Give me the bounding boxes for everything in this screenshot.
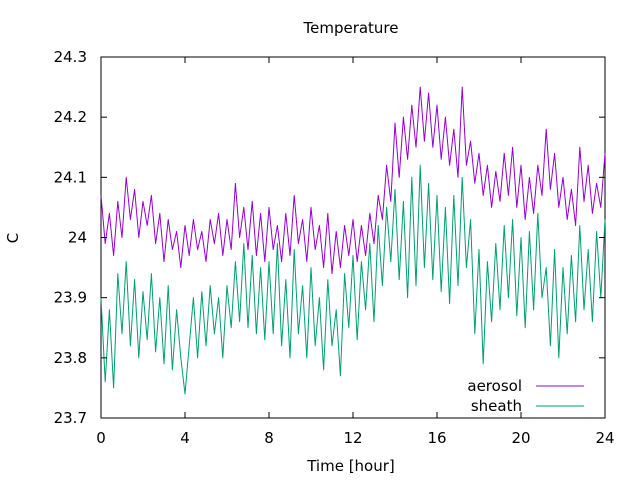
x-tick-label: 16	[427, 429, 446, 447]
x-tick-label: 24	[595, 429, 614, 447]
y-tick-label: 24.3	[54, 48, 87, 66]
legend-label-sheath: sheath	[471, 397, 522, 415]
x-axis-ticks: 0 4 8 12 16 20 24	[96, 57, 615, 447]
y-tick-label: 23.7	[54, 409, 87, 427]
y-tick-label: 24	[68, 229, 87, 247]
y-tick-label: 23.9	[54, 289, 87, 307]
series-line-aerosol	[100, 86, 606, 275]
legend-label-aerosol: aerosol	[467, 377, 522, 395]
x-tick-label: 12	[343, 429, 362, 447]
y-tick-label: 24.1	[54, 168, 87, 186]
plot-area: 0 4 8 12 16 20 24 23.7 23.8 23.9 24 24.1 24.2 24.3	[54, 48, 615, 447]
x-tick-label: 4	[180, 429, 190, 447]
legend: aerosol sheath	[467, 377, 584, 415]
y-axis-label: C	[4, 233, 22, 243]
x-tick-label: 8	[264, 429, 274, 447]
series-layer	[100, 86, 606, 395]
x-axis-label: Time [hour]	[306, 457, 395, 475]
y-tick-label: 23.8	[54, 349, 87, 367]
chart-title: Temperature	[302, 19, 398, 37]
series-line-sheath	[100, 164, 606, 395]
x-tick-label: 0	[96, 429, 106, 447]
y-axis-ticks: 23.7 23.8 23.9 24 24.1 24.2 24.3	[54, 48, 605, 427]
x-tick-label: 20	[511, 429, 530, 447]
y-tick-label: 24.2	[54, 108, 87, 126]
